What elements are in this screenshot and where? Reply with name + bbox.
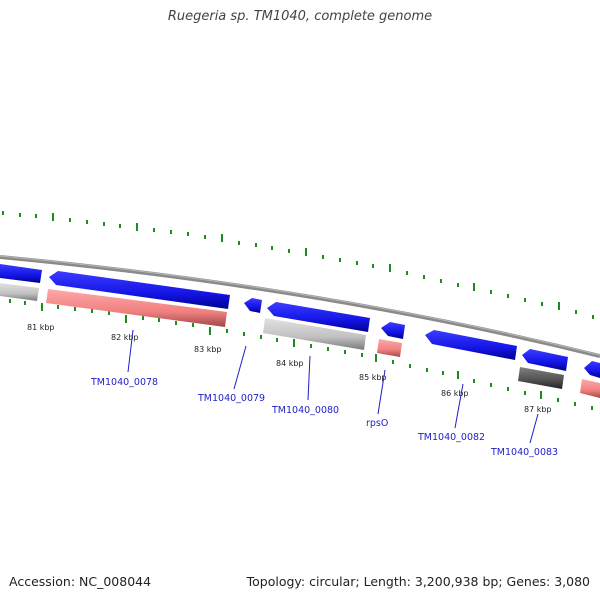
gene-arrow-tm1040-0082[interactable] bbox=[425, 330, 517, 360]
feature-pink-0078[interactable] bbox=[46, 289, 227, 327]
outer-tick-row bbox=[2, 211, 594, 319]
gene-arrow-tm1040-0079[interactable] bbox=[244, 298, 262, 313]
feature-dark-0083[interactable] bbox=[518, 367, 564, 389]
gene-arrow-0077[interactable] bbox=[0, 264, 42, 283]
scale-label-84: 84 kbp bbox=[276, 359, 304, 368]
gene-arrow-rpsO[interactable] bbox=[381, 322, 405, 339]
gene-arrow-tm1040-0080[interactable] bbox=[267, 302, 370, 332]
gene-label-tm1040-0082[interactable]: TM1040_0082 bbox=[417, 432, 485, 443]
feature-grey-0080[interactable] bbox=[263, 318, 366, 350]
gene-arrow-tm1040-0078[interactable] bbox=[49, 271, 230, 309]
inner-tick-row bbox=[9, 299, 593, 410]
accession-text: Accession: NC_008044 bbox=[9, 574, 152, 589]
gene-label-tm1040-0083[interactable]: TM1040_0083 bbox=[490, 447, 558, 458]
feature-grey-0077[interactable] bbox=[0, 283, 39, 301]
gene-arrow-tm1040-0083[interactable] bbox=[522, 349, 568, 371]
scale-label-87: 87 kbp bbox=[524, 405, 552, 414]
scale-label-82: 82 kbp bbox=[111, 333, 139, 342]
scale-label-85: 85 kbp bbox=[359, 373, 387, 382]
map-title: Ruegeria sp. TM1040, complete genome bbox=[167, 9, 433, 24]
gene-label-tm1040-0078[interactable]: TM1040_0078 bbox=[90, 377, 158, 388]
gene-arrow-0084[interactable] bbox=[584, 361, 600, 378]
genome-summary-text: Topology: circular; Length: 3,200,938 bp… bbox=[246, 574, 590, 589]
gene-label-rpsO[interactable]: rpsO bbox=[366, 418, 388, 429]
forward-gene-track bbox=[0, 264, 600, 378]
genome-backbone-highlight bbox=[0, 255, 600, 356]
feature-pink-rpsO[interactable] bbox=[377, 339, 402, 357]
scale-labels: 81 kbp 82 kbp 83 kbp 84 kbp 85 kbp 86 kb… bbox=[27, 323, 552, 414]
scale-label-81: 81 kbp bbox=[27, 323, 55, 332]
genome-backbone bbox=[0, 255, 600, 358]
scale-label-86: 86 kbp bbox=[441, 389, 469, 398]
feature-track bbox=[0, 283, 600, 398]
feature-pink-0084[interactable] bbox=[580, 379, 600, 398]
label-leaders bbox=[127, 329, 539, 444]
gene-label-tm1040-0080[interactable]: TM1040_0080 bbox=[271, 405, 339, 416]
gene-labels: TM1040_0078 TM1040_0079 TM1040_0080 rpsO… bbox=[90, 377, 558, 458]
scale-label-83: 83 kbp bbox=[194, 345, 222, 354]
gene-label-tm1040-0079[interactable]: TM1040_0079 bbox=[197, 393, 265, 404]
